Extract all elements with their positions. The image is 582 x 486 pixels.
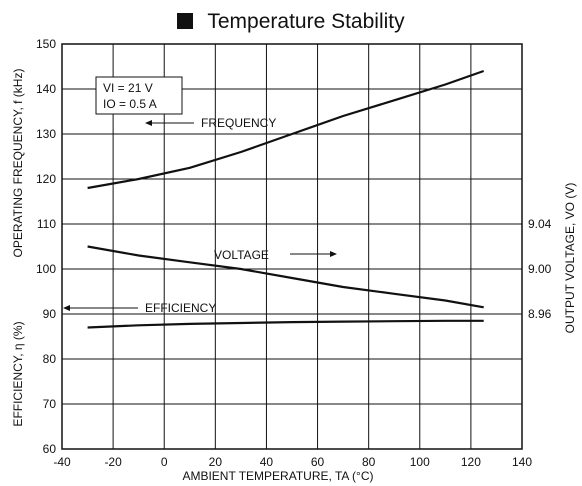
y-tick-label: 70	[43, 397, 57, 411]
series-line-efficiency	[87, 319, 484, 329]
y-tick-label: 130	[36, 127, 56, 141]
y2-tick-label: 9.00	[528, 262, 552, 276]
x-tick-label: -20	[104, 455, 122, 469]
x-tick-label: 40	[260, 455, 274, 469]
x-tick-label: 80	[362, 455, 376, 469]
y-tick-label: 80	[43, 352, 57, 366]
conditions-box	[95, 76, 183, 115]
page-title: Temperature Stability	[0, 8, 582, 36]
page-title-text: Temperature Stability	[207, 10, 405, 33]
plot-frame	[61, 43, 523, 450]
y2-tick-label: 9.04	[528, 217, 552, 231]
voltage-label: VOLTAGE	[214, 248, 269, 262]
x-tick-label: 120	[461, 455, 481, 469]
voltage-annotation: VOLTAGE	[214, 248, 337, 262]
x-tick-label: 100	[410, 455, 430, 469]
efficiency-label: EFFICIENCY	[145, 301, 216, 315]
title-square-icon	[177, 13, 194, 29]
y-tick-label: 150	[36, 37, 56, 51]
y2-axis-ticks: 9.04 9.00 8.96	[528, 217, 552, 321]
efficiency-annotation: EFFICIENCY	[63, 301, 216, 315]
condition-io: IO = 0.5 A	[103, 97, 157, 111]
frequency-arrowhead	[145, 120, 152, 126]
y-axis-label-efficiency: EFFICIENCY, η (%)	[11, 321, 25, 426]
x-tick-label: 140	[512, 455, 532, 469]
x-tick-label: 20	[209, 455, 223, 469]
y-axis-ticks: 60 70 80 90 100 110 120 130 140 150	[36, 37, 56, 456]
x-axis-ticks: -40 -20 0 20 40 60 80 100 120 140	[53, 455, 532, 469]
y-tick-label: 110	[37, 217, 56, 231]
series-line-voltage	[87, 245, 484, 309]
y-tick-label: 120	[36, 172, 56, 186]
voltage-arrowhead	[330, 251, 337, 257]
efficiency-arrowhead	[63, 305, 70, 311]
series-group	[87, 69, 485, 329]
y-tick-label: 60	[43, 442, 57, 456]
y2-axis-label: OUTPUT VOLTAGE, VO (V)	[563, 183, 577, 334]
y2-tick-label: 8.96	[528, 307, 552, 321]
condition-vi: VI = 21 V	[103, 81, 153, 95]
y-tick-label: 140	[36, 82, 56, 96]
frequency-label: FREQUENCY	[201, 116, 276, 130]
y-axis-label-frequency: OPERATING FREQUENCY, f (kHz)	[11, 69, 25, 258]
x-axis-label: AMBIENT TEMPERATURE, TA (°C)	[182, 469, 373, 483]
x-tick-label: 0	[161, 455, 168, 469]
series-line-frequency	[87, 69, 485, 190]
y-tick-label: 90	[43, 307, 57, 321]
x-tick-label: -40	[53, 455, 71, 469]
y-tick-label: 100	[36, 262, 56, 276]
x-tick-label: 60	[311, 455, 325, 469]
frequency-annotation: FREQUENCY	[145, 116, 276, 130]
